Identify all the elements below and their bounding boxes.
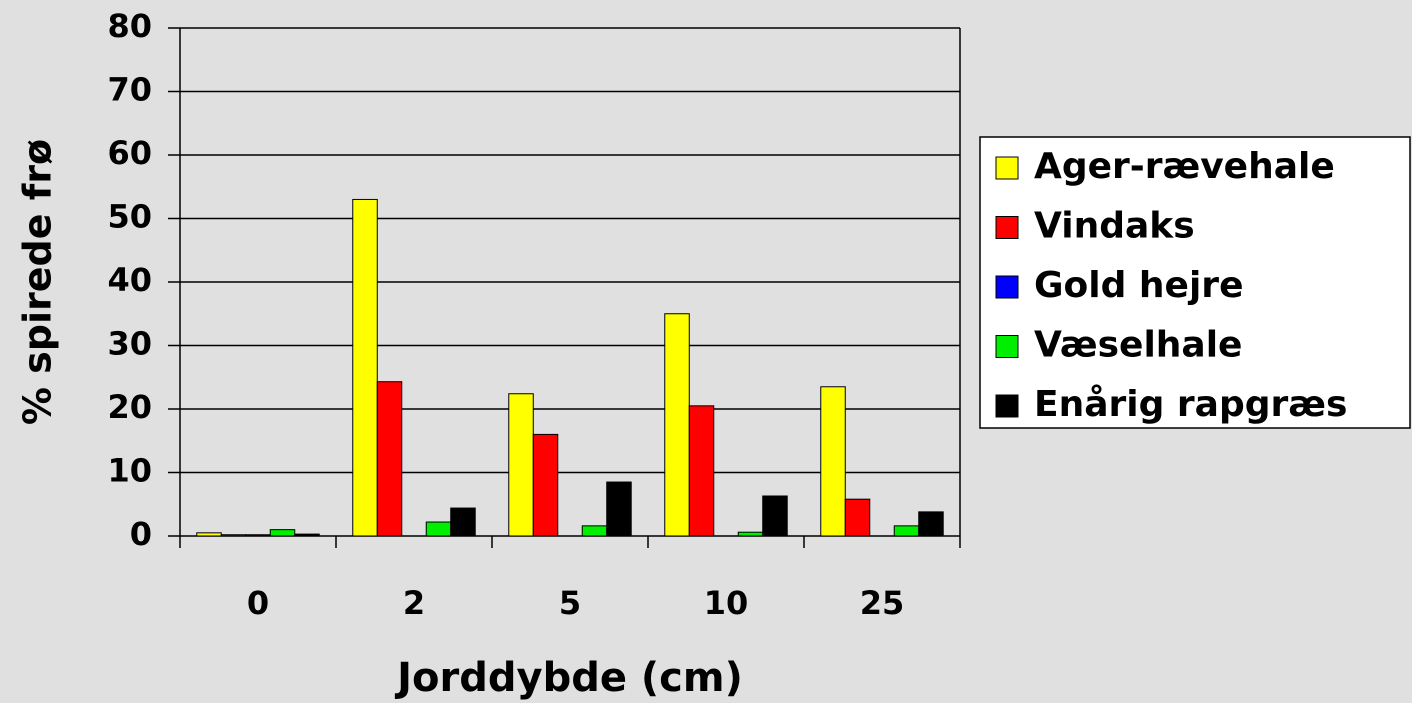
legend-swatch [995, 216, 1019, 239]
y-tick-label: 60 [107, 134, 152, 172]
x-tick-label: 10 [704, 584, 749, 622]
x-tick-label: 5 [559, 584, 581, 622]
bar [688, 405, 715, 537]
bar [450, 507, 476, 537]
y-tick-label: 80 [107, 7, 152, 45]
bar [664, 313, 690, 537]
bar [844, 498, 871, 537]
x-axis-title: Jorddybde (cm) [394, 655, 743, 701]
bar [918, 511, 944, 537]
bar [820, 386, 846, 537]
y-axis-title: % spirede frø [16, 139, 60, 425]
legend-swatch [995, 394, 1019, 418]
bar [893, 525, 920, 537]
x-tick-label: 0 [247, 584, 269, 622]
legend-label: Væselhale [1034, 325, 1242, 366]
legend-label: Enårig rapgræs [1034, 384, 1347, 425]
legend-swatch [995, 275, 1019, 299]
legend-box [979, 136, 1411, 429]
y-tick-label: 70 [107, 71, 152, 109]
y-tick-label: 0 [130, 515, 152, 553]
bar [269, 529, 296, 537]
bar [508, 393, 534, 537]
y-tick-label: 20 [107, 388, 152, 426]
legend-swatch [995, 335, 1019, 358]
y-tick-label: 50 [107, 198, 152, 236]
bar [425, 521, 452, 537]
bar [606, 481, 632, 537]
bar [762, 495, 788, 537]
legend-swatch [995, 156, 1019, 180]
legend-label: Ager-rævehale [1034, 146, 1335, 187]
y-tick-label: 10 [107, 452, 152, 490]
x-tick-label: 25 [860, 584, 905, 622]
bar [581, 525, 608, 537]
bar [220, 534, 247, 537]
bar [352, 198, 378, 537]
y-tick-label: 30 [107, 325, 152, 363]
x-tick-label: 2 [403, 584, 425, 622]
legend-label: Gold hejre [1034, 265, 1243, 306]
bar [245, 534, 271, 537]
bar [376, 381, 403, 537]
bar [294, 533, 320, 537]
bar [737, 531, 764, 537]
bar [196, 532, 222, 537]
bar [532, 433, 559, 537]
y-tick-label: 40 [107, 261, 152, 299]
legend-label: Vindaks [1034, 206, 1195, 247]
